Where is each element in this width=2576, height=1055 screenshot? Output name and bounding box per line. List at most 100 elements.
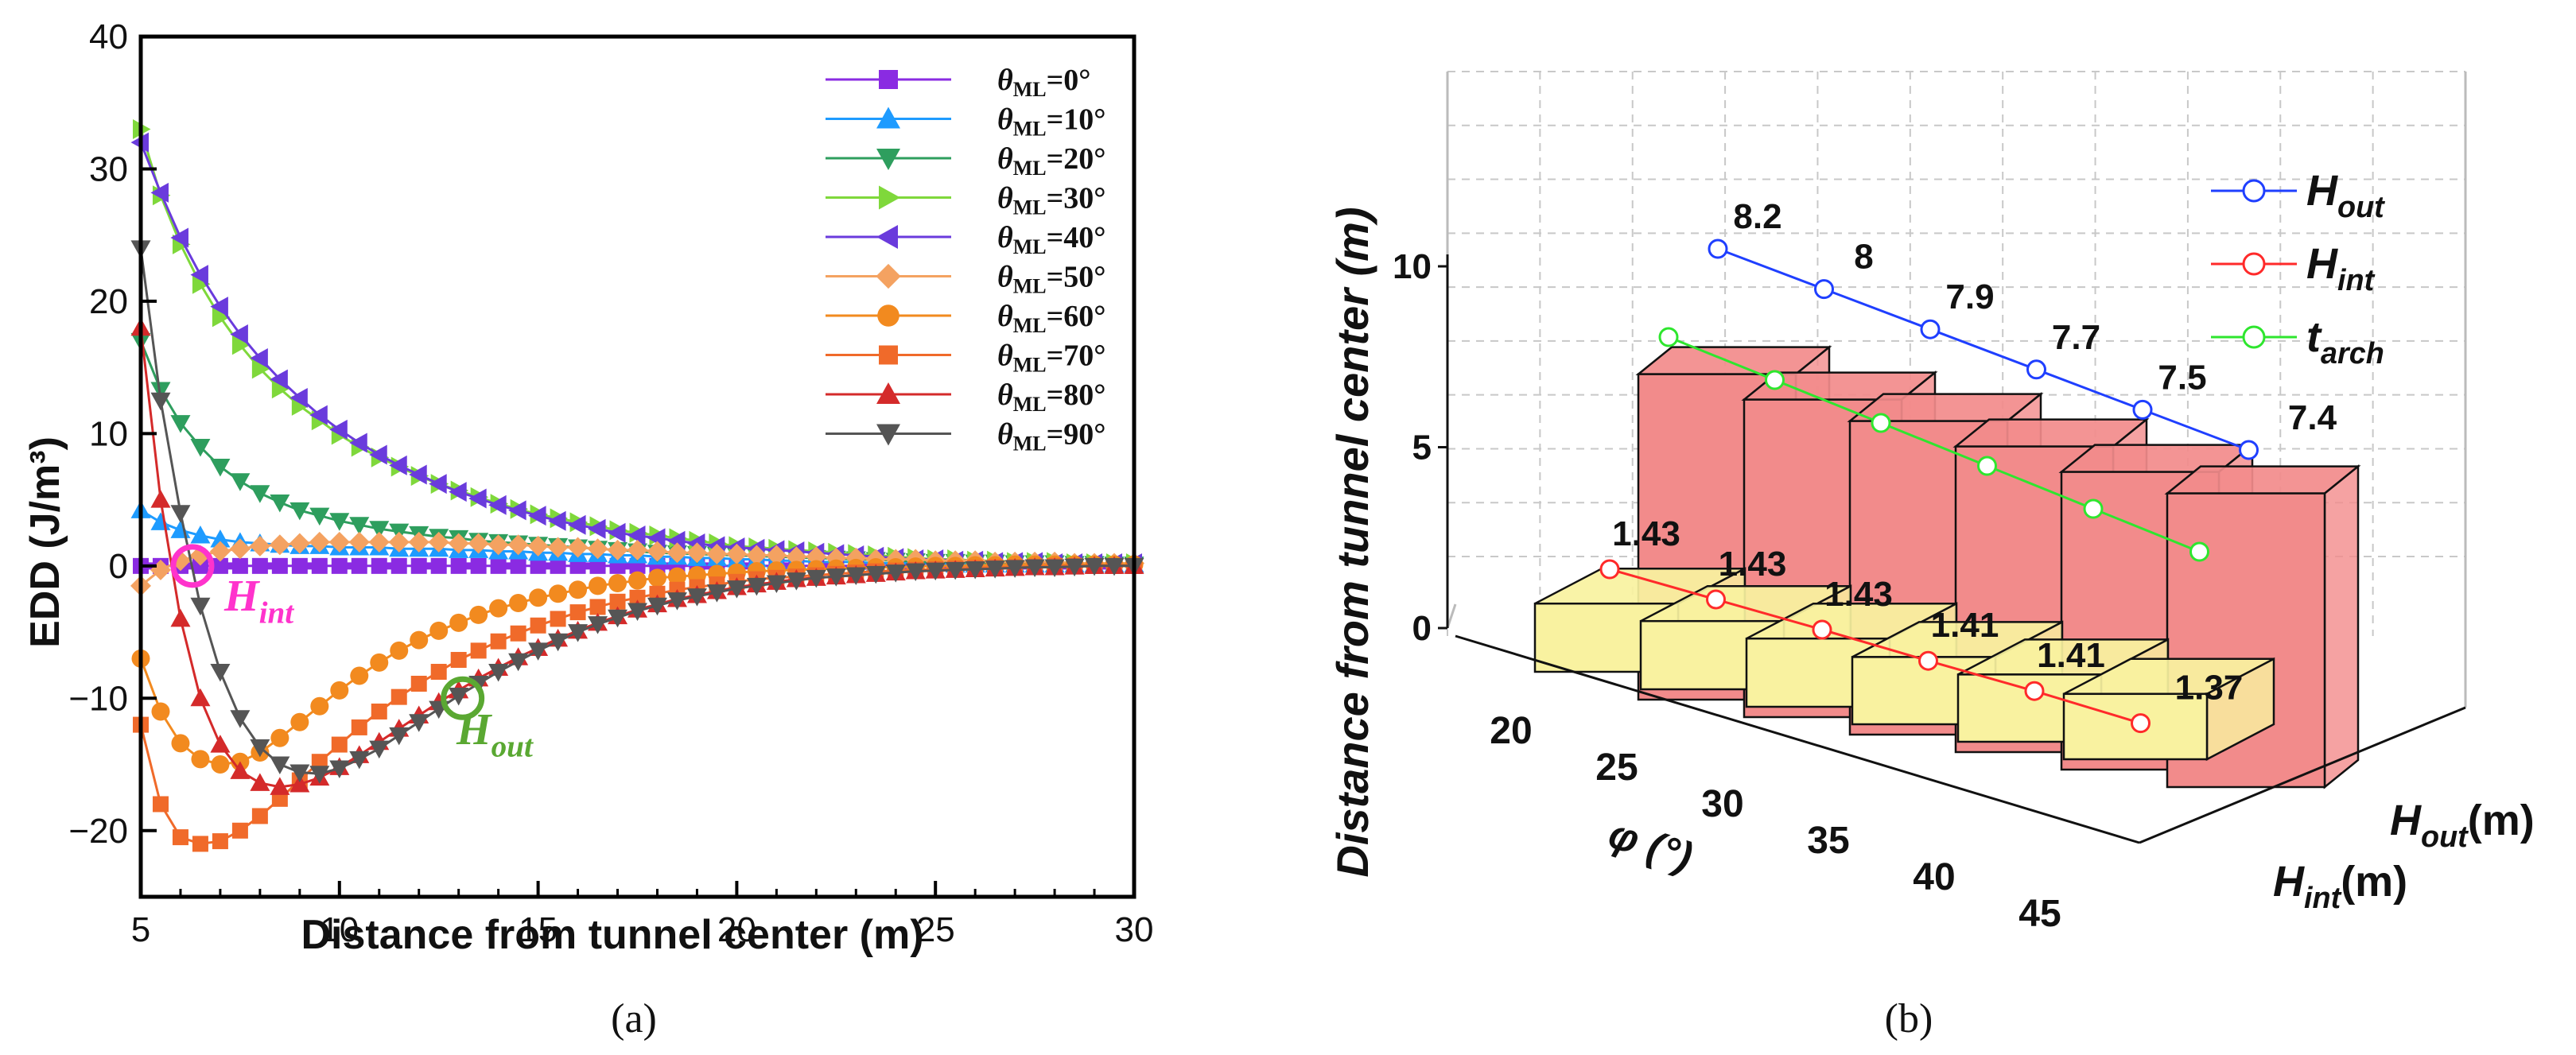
x-tick-label: 25	[1595, 747, 1638, 789]
data-point	[488, 664, 509, 682]
data-point	[250, 348, 268, 369]
data-point	[289, 764, 310, 783]
y-tick-label: 0	[1412, 609, 1432, 648]
data-point	[550, 557, 566, 574]
z-label-int-symbol: H	[2273, 858, 2305, 906]
data-point	[250, 773, 270, 791]
edd-axes: 5 10 15 20 25 30 40 30 20 10 0 −10 −20	[68, 17, 1153, 949]
legend-theta: θ	[997, 64, 1013, 97]
data-point	[985, 560, 1005, 579]
data-point	[627, 526, 646, 546]
3d-axes: 0 5 10 Distance from tunnel center (m) 20 25 3…	[1327, 207, 2535, 935]
legend-label: θML=50°	[997, 261, 1105, 298]
data-point	[251, 359, 270, 379]
y-tick-label: 5	[1412, 429, 1432, 467]
data-point	[627, 603, 647, 621]
data-point	[230, 761, 251, 779]
data-point	[369, 740, 390, 759]
data-point	[190, 688, 211, 707]
int-value-label: 1.41	[1931, 606, 1999, 645]
data-point	[806, 569, 826, 588]
data-point	[925, 562, 946, 581]
data-point	[250, 739, 270, 758]
back-edge	[1446, 603, 1457, 629]
x-tick-label: 10	[320, 910, 359, 949]
legend-marker	[876, 149, 900, 170]
data-point	[826, 568, 846, 587]
legend-value: =90°	[1047, 418, 1106, 452]
y-axis-label-b: Distance from tunnel center (m)	[1327, 207, 1377, 877]
data-point	[171, 734, 190, 753]
h-int-point	[1812, 619, 1832, 640]
legend-label: θML=0°	[997, 64, 1090, 101]
data-point	[370, 653, 389, 672]
data-point	[448, 533, 469, 554]
3d-bars	[1533, 345, 2361, 789]
data-point	[309, 507, 330, 526]
h-int-point	[1599, 559, 1620, 580]
h-out-point	[1920, 319, 1941, 339]
int-value-label: 1.43	[1612, 514, 1680, 553]
y-tick-label: 0	[109, 547, 128, 586]
data-point	[1084, 557, 1105, 576]
data-point	[529, 588, 548, 607]
int-value-label: 1.43	[1824, 575, 1893, 614]
data-point	[666, 542, 688, 564]
data-point	[588, 518, 606, 539]
data-point	[310, 696, 329, 716]
legend-marker	[876, 424, 900, 446]
h-int-marker	[170, 544, 215, 588]
data-point	[587, 538, 608, 560]
series-lines	[1599, 239, 2259, 734]
edd-line-chart	[130, 119, 1144, 852]
h-out-point	[2026, 359, 2046, 380]
data-point	[607, 539, 628, 560]
data-point	[390, 688, 407, 705]
legend-value: =40°	[1047, 221, 1106, 254]
data-point	[229, 538, 251, 560]
x-tick-label: 30	[1701, 783, 1743, 825]
legend-value: =60°	[1047, 300, 1106, 333]
data-point	[905, 563, 926, 582]
x-tick-label: 40	[1913, 856, 1955, 898]
x-tick-label: 20	[717, 910, 756, 949]
legend-theta: θ	[997, 339, 1013, 373]
data-point	[371, 557, 387, 574]
legend-marker	[877, 304, 899, 327]
data-point	[1004, 560, 1025, 578]
h-int-point	[2131, 713, 2151, 734]
data-point	[349, 751, 370, 770]
h-out-label-symbol: H	[456, 705, 492, 754]
legend-label: θML=20°	[997, 142, 1105, 180]
h-out-marker	[441, 676, 485, 720]
data-point	[569, 580, 588, 599]
data-point	[191, 750, 210, 769]
data-point	[1044, 559, 1065, 578]
data-point	[647, 568, 666, 588]
x-tick-label: 15	[519, 910, 558, 949]
h-out-point	[1814, 279, 1834, 300]
panel-label-b: (b)	[1885, 996, 1933, 1041]
z-label-int-subscript: int	[2304, 882, 2342, 915]
data-point	[410, 630, 429, 650]
data-point	[706, 543, 728, 564]
h-int-line	[1609, 568, 2141, 725]
y-tick-label: 30	[89, 149, 128, 188]
data-point	[251, 808, 268, 824]
legend-sub: ML	[1013, 157, 1047, 180]
data-point	[230, 473, 251, 491]
data-point	[170, 227, 188, 248]
data-point	[628, 571, 647, 590]
data-point	[527, 535, 549, 557]
data-point	[270, 777, 290, 795]
legend-marker	[879, 345, 898, 365]
data-point	[885, 564, 906, 583]
y-tick-label: 20	[89, 282, 128, 321]
data-point	[410, 557, 427, 574]
value-labels: 8.2 8 7.9 7.7 7.5 7.4 1.43 1.43 1.43 1.41 1.41 1.37	[1612, 197, 2337, 708]
legend-value: =50°	[1047, 261, 1106, 294]
data-point	[647, 528, 666, 549]
data-point	[508, 653, 529, 672]
data-point	[271, 378, 290, 399]
y-tick-label: 40	[89, 17, 128, 56]
